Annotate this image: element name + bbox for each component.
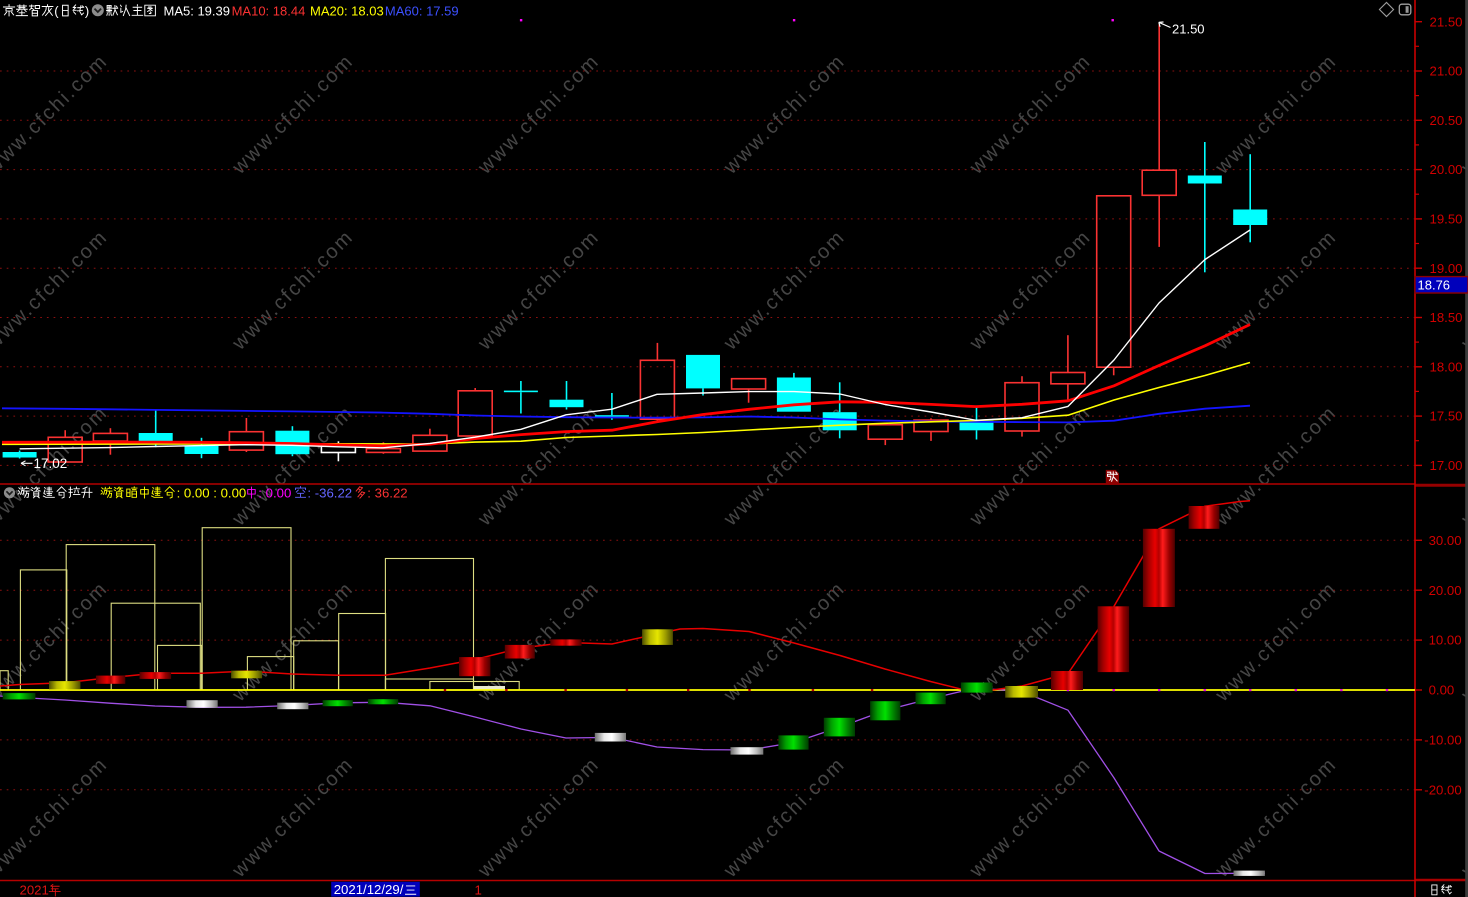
svg-text:19.50: 19.50 xyxy=(1430,212,1463,227)
svg-text:MA5: 19.39: MA5: 19.39 xyxy=(164,4,231,19)
svg-text:21.00: 21.00 xyxy=(1430,64,1463,79)
svg-text:: 36.22: : 36.22 xyxy=(367,486,407,501)
svg-text:(: ( xyxy=(54,4,59,19)
svg-text:): ) xyxy=(85,4,89,19)
svg-text:-10.00: -10.00 xyxy=(1424,733,1461,748)
svg-text:17.00: 17.00 xyxy=(1430,458,1463,473)
svg-text:MA10: 18.44: MA10: 18.44 xyxy=(232,4,306,19)
svg-text:MA60: 17.59: MA60: 17.59 xyxy=(385,4,459,19)
svg-text:21.50: 21.50 xyxy=(1430,14,1463,29)
svg-text:20.50: 20.50 xyxy=(1430,113,1463,128)
svg-text:21.50: 21.50 xyxy=(1172,21,1205,36)
svg-text:30.00: 30.00 xyxy=(1429,533,1462,548)
svg-text:: -36.22: : -36.22 xyxy=(307,486,352,501)
svg-text:18.00: 18.00 xyxy=(1430,359,1463,374)
svg-text:: 0.00 : 0.00: : 0.00 : 0.00 xyxy=(177,486,247,501)
svg-text:-20.00: -20.00 xyxy=(1424,782,1461,797)
svg-text:17.02: 17.02 xyxy=(34,456,68,471)
svg-text:2021: 2021 xyxy=(20,883,49,897)
svg-text:1: 1 xyxy=(475,883,482,897)
svg-text:2021/12/29/: 2021/12/29/ xyxy=(334,882,404,897)
svg-text:10.00: 10.00 xyxy=(1429,633,1462,648)
svg-text:MA20: 18.03: MA20: 18.03 xyxy=(310,4,384,19)
svg-text:: 0.00: : 0.00 xyxy=(258,486,291,501)
svg-text:20.00: 20.00 xyxy=(1430,162,1463,177)
svg-text:19.00: 19.00 xyxy=(1430,261,1463,276)
svg-text:0.00: 0.00 xyxy=(1429,683,1455,698)
svg-text:18.50: 18.50 xyxy=(1430,310,1463,325)
svg-text:18.76: 18.76 xyxy=(1418,277,1451,292)
svg-text:20.00: 20.00 xyxy=(1429,583,1462,598)
svg-text:17.50: 17.50 xyxy=(1430,409,1463,424)
